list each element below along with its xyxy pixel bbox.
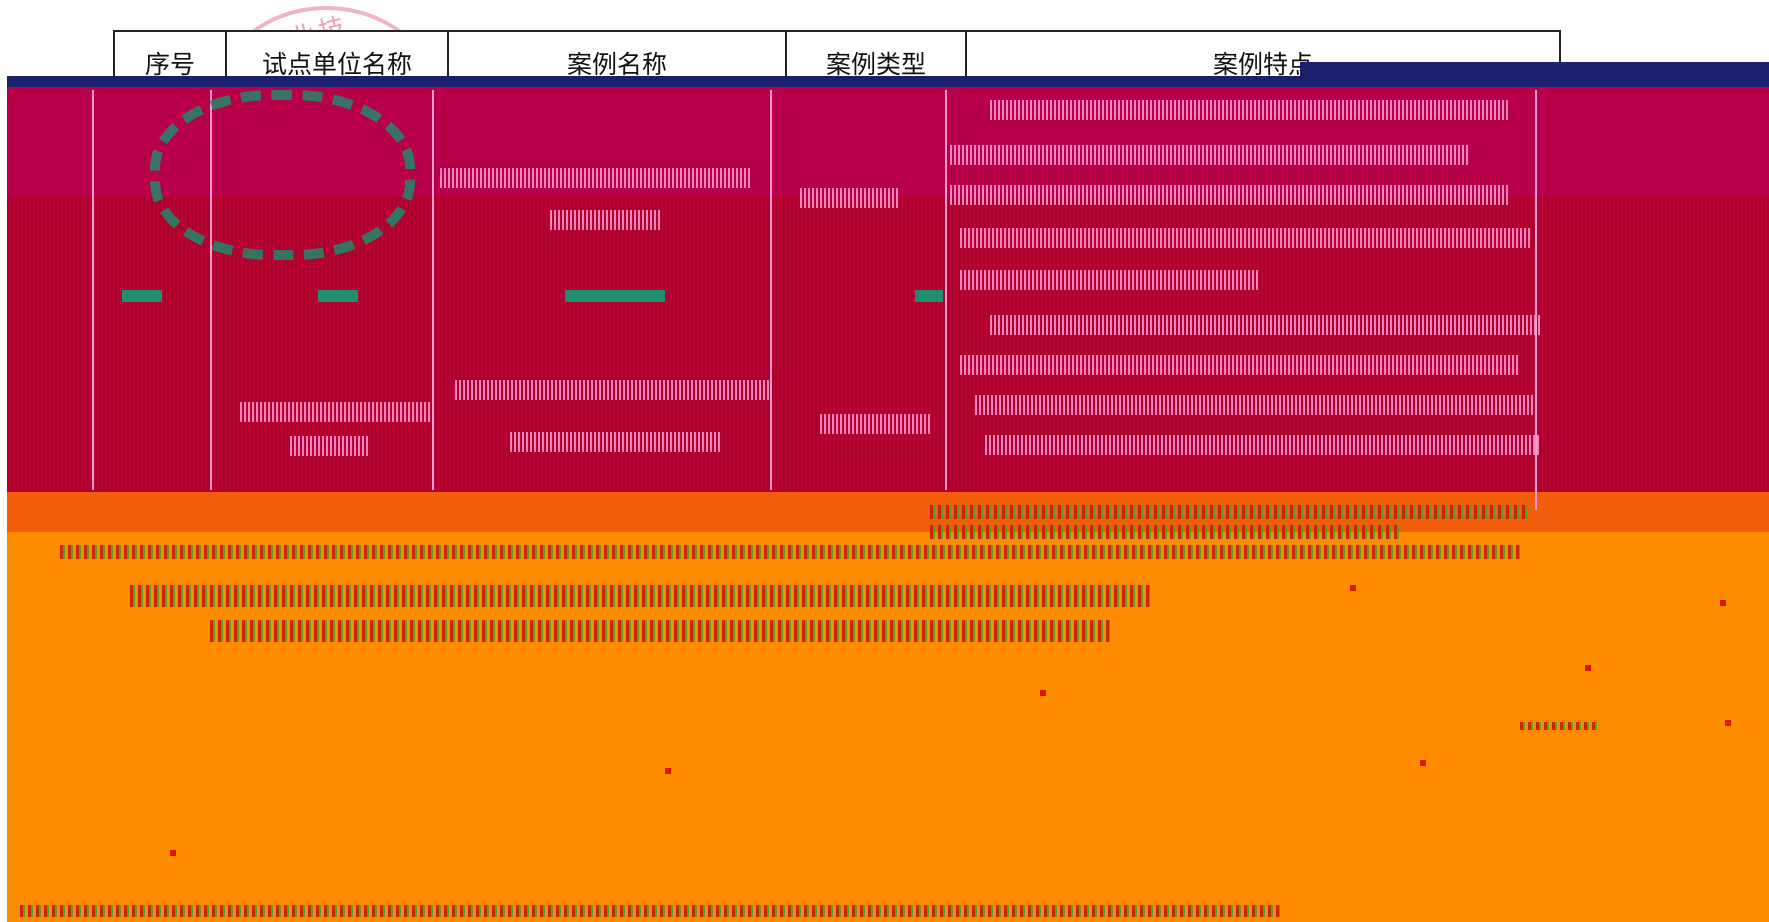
noise-speck (1720, 600, 1726, 606)
garbled-text-row-orange (60, 545, 1520, 559)
garbled-grid-line (432, 90, 434, 490)
header-pilot-unit: 试点单位名称 (227, 32, 449, 80)
garbled-grid-line (770, 90, 772, 490)
header-case-type: 案例类型 (787, 32, 967, 80)
garbled-text-row (985, 435, 1540, 455)
garbled-text-row (990, 100, 1510, 120)
header-case-feature: 案例特点 (1212, 50, 1313, 79)
teal-artifact (565, 290, 665, 302)
garbled-text-row (455, 380, 770, 400)
header-index: 序号 (115, 32, 227, 80)
garbled-text-row (510, 432, 720, 452)
garbled-seal (150, 90, 415, 260)
garbled-text-row (550, 210, 660, 230)
garbled-text-row (290, 436, 370, 456)
garbled-text-row (960, 355, 1520, 375)
teal-artifact (318, 290, 358, 302)
garbled-text-row-orange (20, 905, 1280, 917)
garbled-text-row-orange (1520, 722, 1600, 730)
garbled-grid-line (210, 90, 212, 490)
garbled-grid-line (1535, 90, 1537, 510)
noise-speck (1040, 690, 1046, 696)
garbled-text-row-orange (930, 505, 1530, 519)
garbled-text-row (800, 188, 900, 208)
garbled-text-row (950, 185, 1510, 205)
garbled-text-row (990, 315, 1540, 335)
garbled-text-row (960, 228, 1530, 248)
garbled-text-row (960, 270, 1260, 290)
teal-artifact (915, 290, 943, 302)
noise-speck (1585, 665, 1591, 671)
garbled-text-row-orange (930, 525, 1400, 539)
garbled-grid-line (92, 90, 94, 490)
garbled-grid-line (945, 90, 947, 490)
garbled-text-row (440, 168, 750, 188)
garbled-text-row (975, 395, 1535, 415)
noise-speck (170, 850, 176, 856)
corruption-band-navy-right (1300, 62, 1769, 77)
garbled-text-row-orange (210, 620, 1110, 642)
garbled-text-row (950, 145, 1470, 165)
noise-speck (665, 768, 671, 774)
garbled-text-row (820, 414, 930, 434)
noise-speck (1350, 585, 1356, 591)
corruption-band-navy (7, 76, 1769, 87)
noise-speck (1420, 760, 1426, 766)
noise-speck (1725, 720, 1731, 726)
garbled-text-row (240, 402, 430, 422)
teal-artifact (122, 290, 162, 302)
header-case-name: 案例名称 (449, 32, 787, 80)
garbled-text-row-orange (130, 585, 1150, 607)
